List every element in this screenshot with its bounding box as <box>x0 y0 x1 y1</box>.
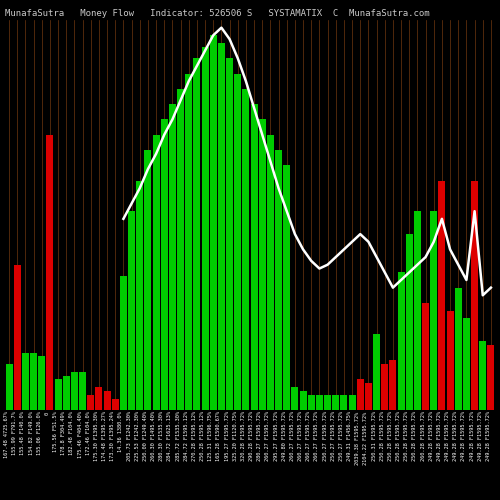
Bar <box>112 398 118 410</box>
Bar <box>63 376 70 410</box>
Bar <box>226 58 233 410</box>
Bar <box>136 180 143 410</box>
Bar <box>488 345 494 410</box>
Bar <box>71 372 78 410</box>
Bar <box>398 272 404 410</box>
Bar <box>348 394 356 410</box>
Bar <box>292 387 298 410</box>
Bar <box>438 180 446 410</box>
Bar <box>46 134 54 410</box>
Bar <box>390 360 396 410</box>
Bar <box>471 180 478 410</box>
Bar <box>455 288 462 410</box>
Bar <box>275 150 282 410</box>
Bar <box>88 394 94 410</box>
Bar <box>365 383 372 410</box>
Bar <box>14 264 20 410</box>
Bar <box>54 380 62 410</box>
Bar <box>242 89 250 410</box>
Bar <box>144 150 152 410</box>
Bar <box>202 47 208 410</box>
Bar <box>267 134 274 410</box>
Bar <box>79 372 86 410</box>
Text: MunafaSutra   Money Flow   Indicator: 526506 S   SYSTAMATIX  C  MunafaSutra.com: MunafaSutra Money Flow Indicator: 526506… <box>5 9 430 18</box>
Bar <box>169 104 176 410</box>
Bar <box>430 211 437 410</box>
Bar <box>128 211 135 410</box>
Bar <box>38 356 45 410</box>
Bar <box>332 394 339 410</box>
Bar <box>218 43 225 410</box>
Bar <box>96 387 102 410</box>
Bar <box>234 74 241 410</box>
Bar <box>194 58 200 410</box>
Bar <box>406 234 412 410</box>
Bar <box>357 380 364 410</box>
Bar <box>340 394 347 410</box>
Bar <box>177 89 184 410</box>
Bar <box>104 391 110 410</box>
Bar <box>446 310 454 410</box>
Bar <box>22 352 29 410</box>
Bar <box>414 211 421 410</box>
Bar <box>161 120 168 410</box>
Bar <box>284 166 290 410</box>
Bar <box>373 334 380 410</box>
Bar <box>382 364 388 410</box>
Bar <box>210 36 216 410</box>
Bar <box>308 394 314 410</box>
Bar <box>480 341 486 410</box>
Bar <box>152 134 160 410</box>
Bar <box>316 394 323 410</box>
Bar <box>324 394 331 410</box>
Bar <box>30 352 37 410</box>
Bar <box>300 391 306 410</box>
Bar <box>6 364 12 410</box>
Bar <box>120 276 127 410</box>
Bar <box>186 74 192 410</box>
Bar <box>463 318 470 410</box>
Bar <box>259 120 266 410</box>
Bar <box>250 104 258 410</box>
Bar <box>422 303 429 410</box>
